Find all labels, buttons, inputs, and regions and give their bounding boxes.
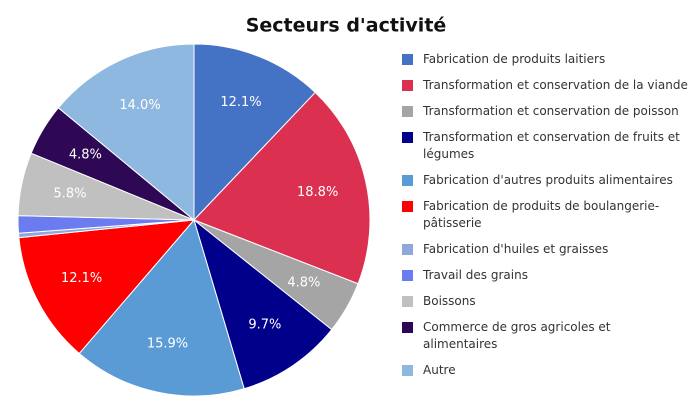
legend-item: Autre	[402, 362, 688, 379]
pie-slice	[57, 43, 195, 222]
legend-item: Transformation et conservation de la via…	[402, 77, 688, 94]
legend-label: Fabrication d'huiles et graisses	[423, 242, 609, 256]
data-label: 12.1%	[220, 95, 261, 110]
legend-label: Transformation et conservation de fruits…	[423, 130, 680, 161]
legend-item: Fabrication de produits laitiers	[402, 51, 688, 68]
legend-label: Fabrication d'autres produits alimentair…	[423, 173, 673, 187]
legend-swatch	[402, 270, 413, 281]
legend-label: Commerce de gros agricoles et alimentair…	[423, 320, 611, 351]
legend-swatch	[402, 201, 413, 212]
data-label: 4.8%	[69, 147, 102, 162]
legend-swatch	[402, 322, 413, 333]
data-label: 9.7%	[248, 318, 281, 333]
legend-label: Travail des grains	[423, 268, 528, 282]
pie-slice	[193, 218, 333, 390]
legend-swatch	[402, 365, 413, 376]
legend-item: Boissons	[402, 293, 688, 310]
pie-slice	[193, 91, 371, 285]
data-label: 15.9%	[147, 336, 188, 351]
legend-label: Boissons	[423, 294, 476, 308]
data-label: 12.1%	[61, 271, 102, 286]
legend-swatch	[402, 106, 413, 117]
data-label: 14.0%	[119, 98, 160, 113]
legend-swatch	[402, 132, 413, 143]
legend-item: Fabrication d'huiles et graisses	[402, 241, 688, 258]
legend-label: Transformation et conservation de la via…	[423, 78, 688, 92]
legend-item: Fabrication d'autres produits alimentair…	[402, 172, 688, 189]
data-label: 18.8%	[297, 185, 338, 200]
legend: Fabrication de produits laitiers Transfor…	[402, 51, 688, 388]
data-label: 4.8%	[287, 276, 320, 291]
legend-item: Fabrication de produits de boulangerie-p…	[402, 198, 688, 232]
legend-label: Autre	[423, 363, 456, 377]
chart-title: Secteurs d'activité	[246, 15, 447, 37]
legend-label: Transformation et conservation de poisso…	[423, 104, 679, 118]
pie-slice	[18, 219, 196, 355]
legend-swatch	[402, 296, 413, 307]
legend-swatch	[402, 175, 413, 186]
legend-item: Transformation et conservation de fruits…	[402, 129, 688, 163]
legend-item: Commerce de gros agricoles et alimentair…	[402, 319, 688, 353]
legend-label: Fabrication de produits laitiers	[423, 52, 606, 66]
pie-slice	[78, 218, 245, 397]
pie-slice	[193, 43, 316, 222]
legend-item: Transformation et conservation de poisso…	[402, 103, 688, 120]
legend-item: Travail des grains	[402, 267, 688, 284]
legend-swatch	[402, 244, 413, 255]
legend-swatch	[402, 80, 413, 91]
legend-swatch	[402, 54, 413, 65]
legend-label: Fabrication de produits de boulangerie-p…	[423, 199, 660, 230]
data-label: 5.8%	[53, 186, 86, 201]
